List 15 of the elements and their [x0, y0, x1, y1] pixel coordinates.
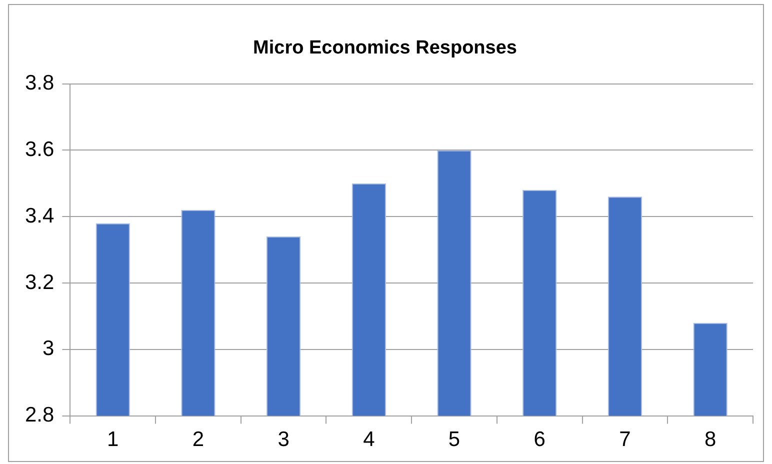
y-tick-label: 3.2 — [24, 270, 54, 294]
x-tick-label: 1 — [107, 428, 119, 452]
x-tick-label: 8 — [704, 428, 716, 452]
x-tick-label: 5 — [448, 428, 460, 452]
y-tick-label: 3.8 — [24, 72, 54, 95]
x-tick-label: 7 — [619, 428, 631, 452]
x-tick-label: 4 — [363, 428, 376, 452]
y-tick-label: 3.6 — [24, 138, 54, 161]
chart-title: Micro Economics Responses — [253, 38, 517, 59]
x-tick-label: 2 — [192, 428, 204, 452]
x-tick-label: 6 — [534, 428, 546, 452]
x-tick-label: 3 — [278, 428, 290, 452]
y-tick-label: 2.8 — [24, 404, 54, 427]
y-tick-label: 3.4 — [24, 204, 55, 228]
y-tick-label: 3 — [42, 337, 54, 360]
